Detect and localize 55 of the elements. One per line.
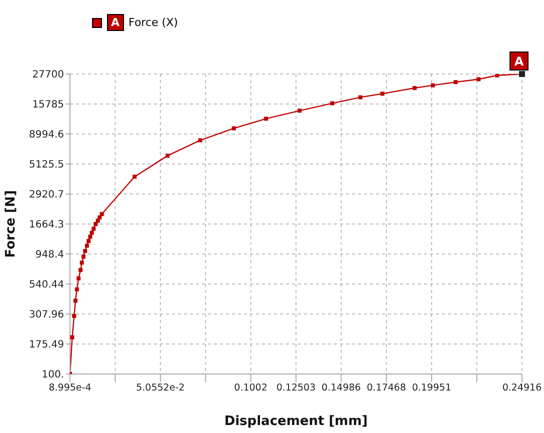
x-tick-label: 0.17468 xyxy=(366,382,406,394)
y-tick-label: 948.4 xyxy=(35,250,64,261)
annotation: A xyxy=(514,54,524,68)
y-tick-label: 15785 xyxy=(32,100,64,111)
point xyxy=(330,101,334,106)
point xyxy=(81,254,86,259)
point xyxy=(83,249,88,254)
point xyxy=(232,126,236,130)
y-tick-label: 2920.7 xyxy=(29,190,64,201)
point xyxy=(98,215,102,220)
point xyxy=(90,230,94,235)
point xyxy=(495,74,500,78)
y-axis-title: Force [N] xyxy=(4,190,19,258)
text: A xyxy=(111,16,120,29)
point xyxy=(94,222,98,226)
y-tick-label: 175.49 xyxy=(29,340,64,351)
point xyxy=(298,108,302,113)
point xyxy=(80,260,84,265)
point xyxy=(78,268,83,272)
y-tick-label: 1664.3 xyxy=(29,220,64,231)
y-tick-label: 100. xyxy=(42,370,64,381)
point xyxy=(76,276,81,280)
point xyxy=(74,287,79,292)
x-tick-label: 0.14986 xyxy=(322,382,361,394)
point xyxy=(430,83,435,88)
y-tick-label: 8994.6 xyxy=(29,130,64,141)
point xyxy=(84,244,89,248)
x-tick-label: 0.19951 xyxy=(412,382,452,394)
point xyxy=(92,226,96,231)
x-axis-title: Displacement [mm] xyxy=(224,414,368,429)
x-tick-label: 5.0552e-2 xyxy=(136,382,185,394)
point xyxy=(380,92,384,96)
legend-label: Force (X) xyxy=(128,16,178,29)
y-tick-label: 27700 xyxy=(32,70,64,81)
point xyxy=(88,234,92,239)
point xyxy=(73,298,78,303)
x-tick-label: 8.995e-4 xyxy=(48,382,92,394)
point xyxy=(476,77,481,82)
point xyxy=(358,95,362,100)
point xyxy=(100,212,104,216)
point xyxy=(132,174,137,179)
point xyxy=(166,154,170,158)
point xyxy=(86,239,91,244)
point xyxy=(454,80,458,84)
point xyxy=(70,335,74,340)
y-tick-label: 307.96 xyxy=(29,310,64,321)
point xyxy=(72,314,76,318)
point xyxy=(412,86,417,90)
y-tick-label: 5125.5 xyxy=(29,160,64,171)
x-tick-label: 0.24916 xyxy=(502,382,542,394)
y-tick-label: 540.44 xyxy=(29,280,64,291)
x-tick-label: 0.1002 xyxy=(234,382,268,394)
x-tick-label: 0.12503 xyxy=(276,382,316,394)
point xyxy=(264,116,268,121)
point xyxy=(198,138,202,142)
